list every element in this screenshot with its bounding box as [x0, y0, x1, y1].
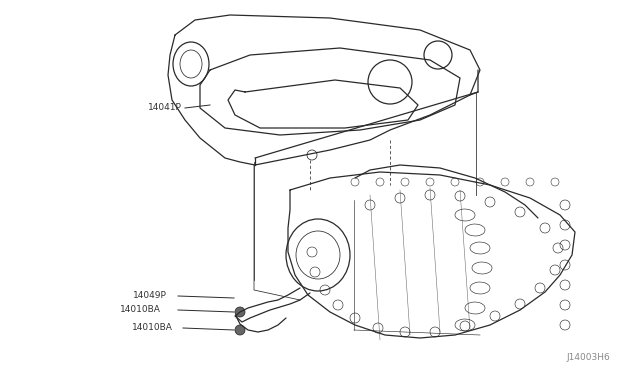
Text: 14049P: 14049P [133, 292, 167, 301]
Text: 14010BA: 14010BA [120, 305, 161, 314]
Text: 14041P: 14041P [148, 103, 182, 112]
Ellipse shape [235, 325, 245, 335]
Ellipse shape [235, 307, 245, 317]
Text: J14003H6: J14003H6 [566, 353, 610, 362]
Text: 14010BA: 14010BA [132, 324, 173, 333]
